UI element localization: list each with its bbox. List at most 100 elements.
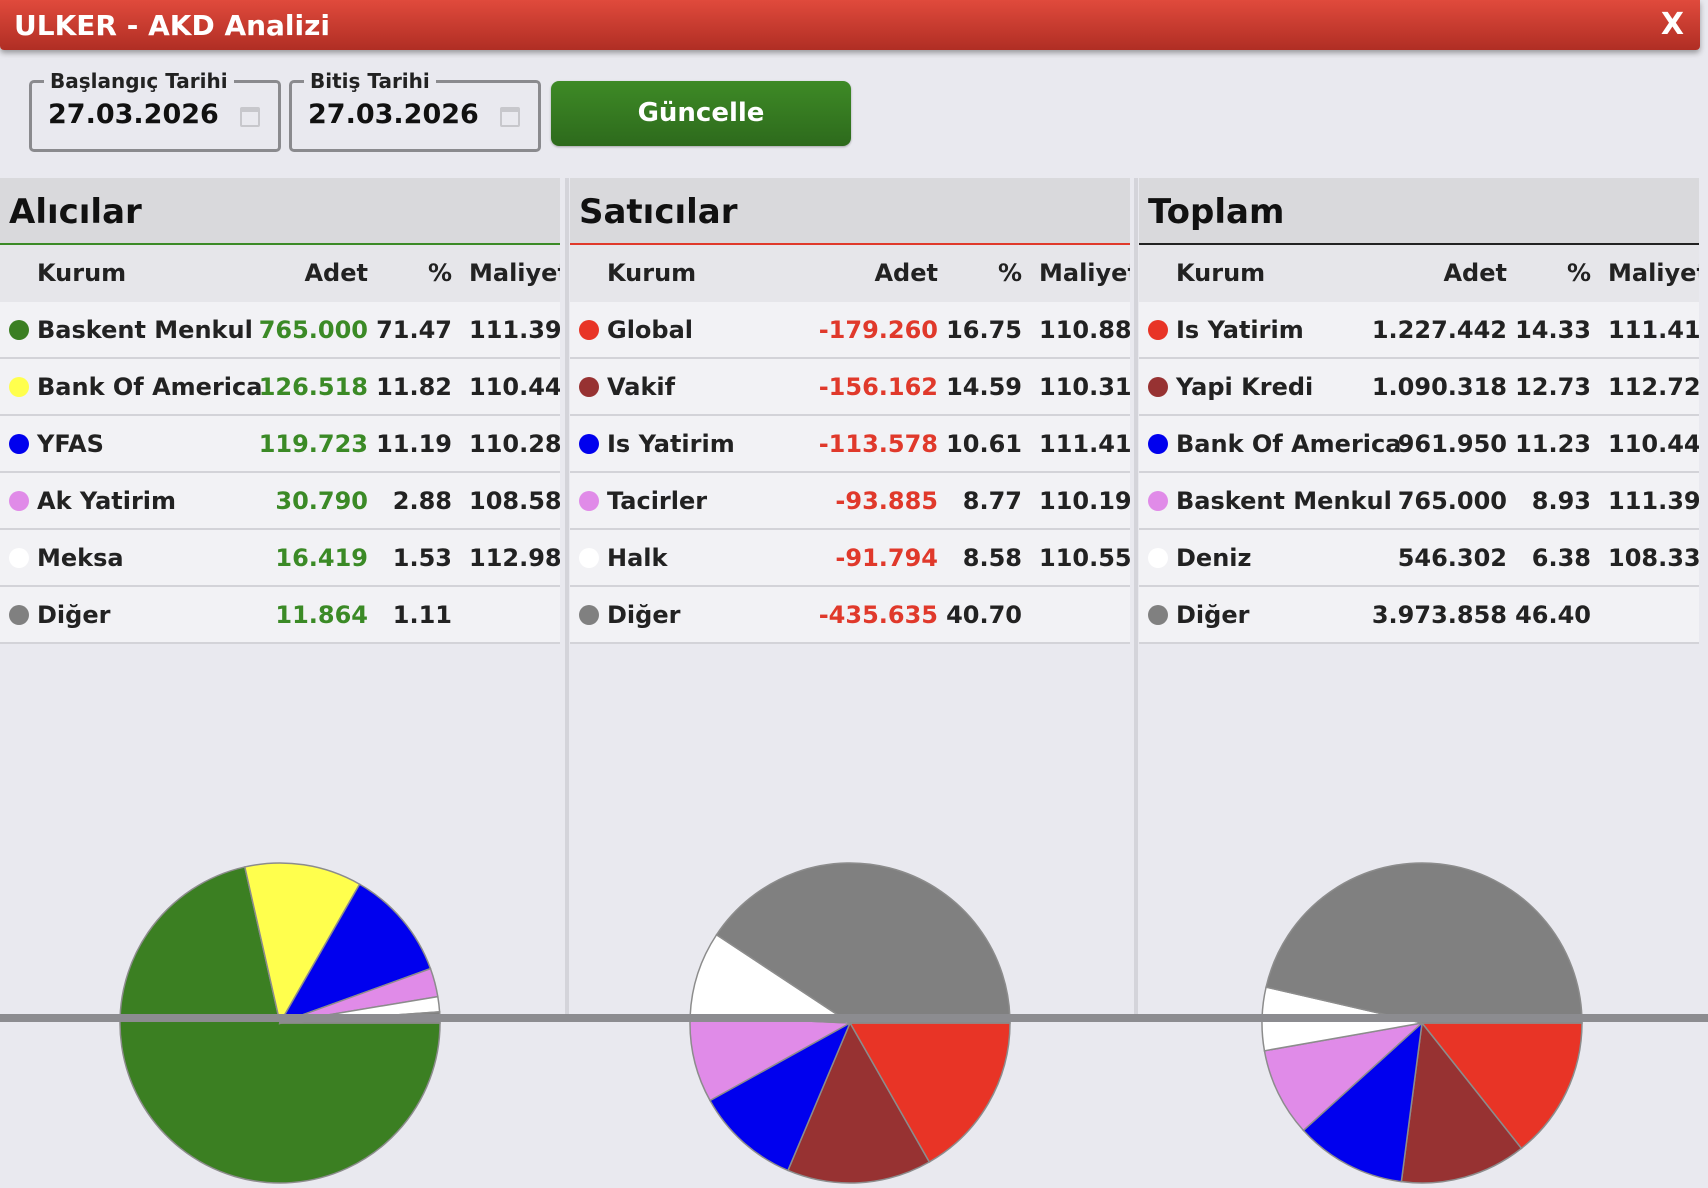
legend-dot-icon bbox=[579, 605, 599, 625]
legend-dot-icon bbox=[579, 320, 599, 340]
table-row[interactable]: Yapi Kredi 1.090.318 12.73 112.727 bbox=[1139, 359, 1699, 416]
column-header-kurum[interactable]: Kurum bbox=[607, 259, 697, 287]
pie-slice[interactable] bbox=[278, 883, 432, 1025]
start-date-value[interactable]: 27.03.2026 bbox=[48, 99, 219, 130]
cell-pct: 8.77 bbox=[962, 487, 1022, 515]
start-date-field[interactable]: Başlangıç Tarihi 27.03.2026 bbox=[29, 69, 281, 152]
cell-kurum: Deniz bbox=[1176, 544, 1252, 572]
table-row[interactable]: YFAS 119.723 11.19 110.285 bbox=[0, 416, 560, 473]
buyers-panel: Alıcılar Kurum Adet% Maliyet Baskent Menkul 7… bbox=[0, 178, 560, 1184]
table-row[interactable]: Diğer 11.864 1.11 bbox=[0, 587, 560, 644]
pie-slice[interactable] bbox=[1265, 862, 1583, 1024]
table-row[interactable]: Global -179.260 16.75 110.881 bbox=[570, 302, 1130, 359]
end-date-label: Bitiş Tarihi bbox=[304, 69, 436, 93]
pie-slice[interactable] bbox=[715, 862, 1011, 1024]
total-pie-chart bbox=[1261, 862, 1583, 1184]
legend-dot-icon bbox=[1148, 548, 1168, 568]
cell-pct: 16.75 bbox=[946, 316, 1022, 344]
cell-kurum: Is Yatirim bbox=[1176, 316, 1304, 344]
cell-kurum: Baskent Menkul bbox=[1176, 487, 1392, 515]
cell-maliyet: 108.585 bbox=[469, 487, 560, 515]
legend-dot-icon bbox=[579, 377, 599, 397]
bottom-scrollbar[interactable] bbox=[0, 1014, 1708, 1022]
end-date-value[interactable]: 27.03.2026 bbox=[308, 99, 479, 130]
cell-kurum: Yapi Kredi bbox=[1176, 373, 1314, 401]
cell-pct: 12.73 bbox=[1515, 373, 1591, 401]
table-row[interactable]: Deniz 546.302 6.38 108.339 bbox=[1139, 530, 1699, 587]
cell-adet: 11.864 bbox=[275, 601, 368, 629]
buyers-pie-chart bbox=[119, 862, 441, 1184]
table-row[interactable]: Is Yatirim -113.578 10.61 111.417 bbox=[570, 416, 1130, 473]
column-header-kurum[interactable]: Kurum bbox=[37, 259, 127, 287]
table-row[interactable]: Is Yatirim 1.227.442 14.33 111.417 bbox=[1139, 302, 1699, 359]
table-row[interactable]: Diğer -435.635 40.70 bbox=[570, 587, 1130, 644]
column-header-pct[interactable]: % bbox=[427, 259, 452, 287]
cell-maliyet: 110.190 bbox=[1039, 487, 1130, 515]
pie-slice[interactable] bbox=[243, 862, 361, 1026]
column-header-maliyet[interactable]: Maliyet bbox=[1608, 259, 1699, 287]
update-button[interactable]: Güncelle bbox=[551, 81, 851, 146]
panel-header: Alıcılar bbox=[0, 178, 560, 245]
panel-header: Satıcılar bbox=[570, 178, 1130, 245]
legend-dot-icon bbox=[1148, 320, 1168, 340]
calendar-icon[interactable] bbox=[500, 107, 520, 127]
panel-divider bbox=[1134, 178, 1138, 1022]
cell-maliyet: 112.985 bbox=[469, 544, 560, 572]
cell-maliyet: 110.285 bbox=[469, 430, 560, 458]
cell-pct: 14.59 bbox=[946, 373, 1022, 401]
cell-pct: 14.33 bbox=[1515, 316, 1591, 344]
panel-header: Toplam bbox=[1139, 178, 1699, 245]
cell-kurum: Tacirler bbox=[607, 487, 708, 515]
legend-dot-icon bbox=[579, 491, 599, 511]
table-row[interactable]: Halk -91.794 8.58 110.558 bbox=[570, 530, 1130, 587]
cell-adet: -179.260 bbox=[818, 316, 938, 344]
cell-kurum: Is Yatirim bbox=[607, 430, 735, 458]
column-header-kurum[interactable]: Kurum bbox=[1176, 259, 1266, 287]
legend-dot-icon bbox=[9, 320, 29, 340]
column-header-adet[interactable]: Adet bbox=[1443, 259, 1507, 287]
cell-pct: 40.70 bbox=[946, 601, 1022, 629]
cell-kurum: Baskent Menkul bbox=[37, 316, 253, 344]
panel-divider bbox=[565, 178, 569, 1022]
table-row[interactable]: Meksa 16.419 1.53 112.985 bbox=[0, 530, 560, 587]
cell-pct: 11.82 bbox=[376, 373, 452, 401]
cell-kurum: Bank Of America bbox=[1176, 430, 1402, 458]
column-header-adet[interactable]: Adet bbox=[304, 259, 368, 287]
cell-kurum: Global bbox=[607, 316, 694, 344]
cell-adet: 961.950 bbox=[1397, 430, 1507, 458]
cell-kurum: Meksa bbox=[37, 544, 124, 572]
cell-kurum: Vakif bbox=[607, 373, 676, 401]
cell-maliyet: 108.339 bbox=[1608, 544, 1699, 572]
legend-dot-icon bbox=[9, 605, 29, 625]
column-header-maliyet[interactable]: Maliyet bbox=[469, 259, 560, 287]
cell-pct: 11.19 bbox=[376, 430, 452, 458]
legend-dot-icon bbox=[9, 548, 29, 568]
legend-dot-icon bbox=[9, 491, 29, 511]
column-header-pct[interactable]: % bbox=[1566, 259, 1591, 287]
column-header-maliyet[interactable]: Maliyet bbox=[1039, 259, 1130, 287]
cell-maliyet: 111.390 bbox=[469, 316, 560, 344]
table-row[interactable]: Ak Yatirim 30.790 2.88 108.585 bbox=[0, 473, 560, 530]
calendar-icon[interactable] bbox=[240, 107, 260, 127]
window-titlebar: ULKER - AKD Analizi X bbox=[0, 0, 1700, 50]
cell-maliyet: 111.390 bbox=[1608, 487, 1699, 515]
window-title: ULKER - AKD Analizi bbox=[14, 9, 331, 42]
cell-adet: -91.794 bbox=[835, 544, 938, 572]
close-button[interactable]: X bbox=[1660, 7, 1684, 42]
cell-adet: 3.973.858 bbox=[1371, 601, 1507, 629]
cell-adet: 16.419 bbox=[275, 544, 368, 572]
legend-dot-icon bbox=[1148, 491, 1168, 511]
table-row[interactable]: Tacirler -93.885 8.77 110.190 bbox=[570, 473, 1130, 530]
table-row[interactable]: Diğer 3.973.858 46.40 bbox=[1139, 587, 1699, 644]
cell-adet: 30.790 bbox=[275, 487, 368, 515]
total-panel: Toplam Kurum Adet% Maliyet Is Yatirim 1.227.4… bbox=[1139, 178, 1699, 1184]
table-row[interactable]: Vakif -156.162 14.59 110.319 bbox=[570, 359, 1130, 416]
end-date-field[interactable]: Bitiş Tarihi 27.03.2026 bbox=[289, 69, 541, 152]
column-header-adet[interactable]: Adet bbox=[874, 259, 938, 287]
cell-kurum: Halk bbox=[607, 544, 668, 572]
column-header-pct[interactable]: % bbox=[997, 259, 1022, 287]
